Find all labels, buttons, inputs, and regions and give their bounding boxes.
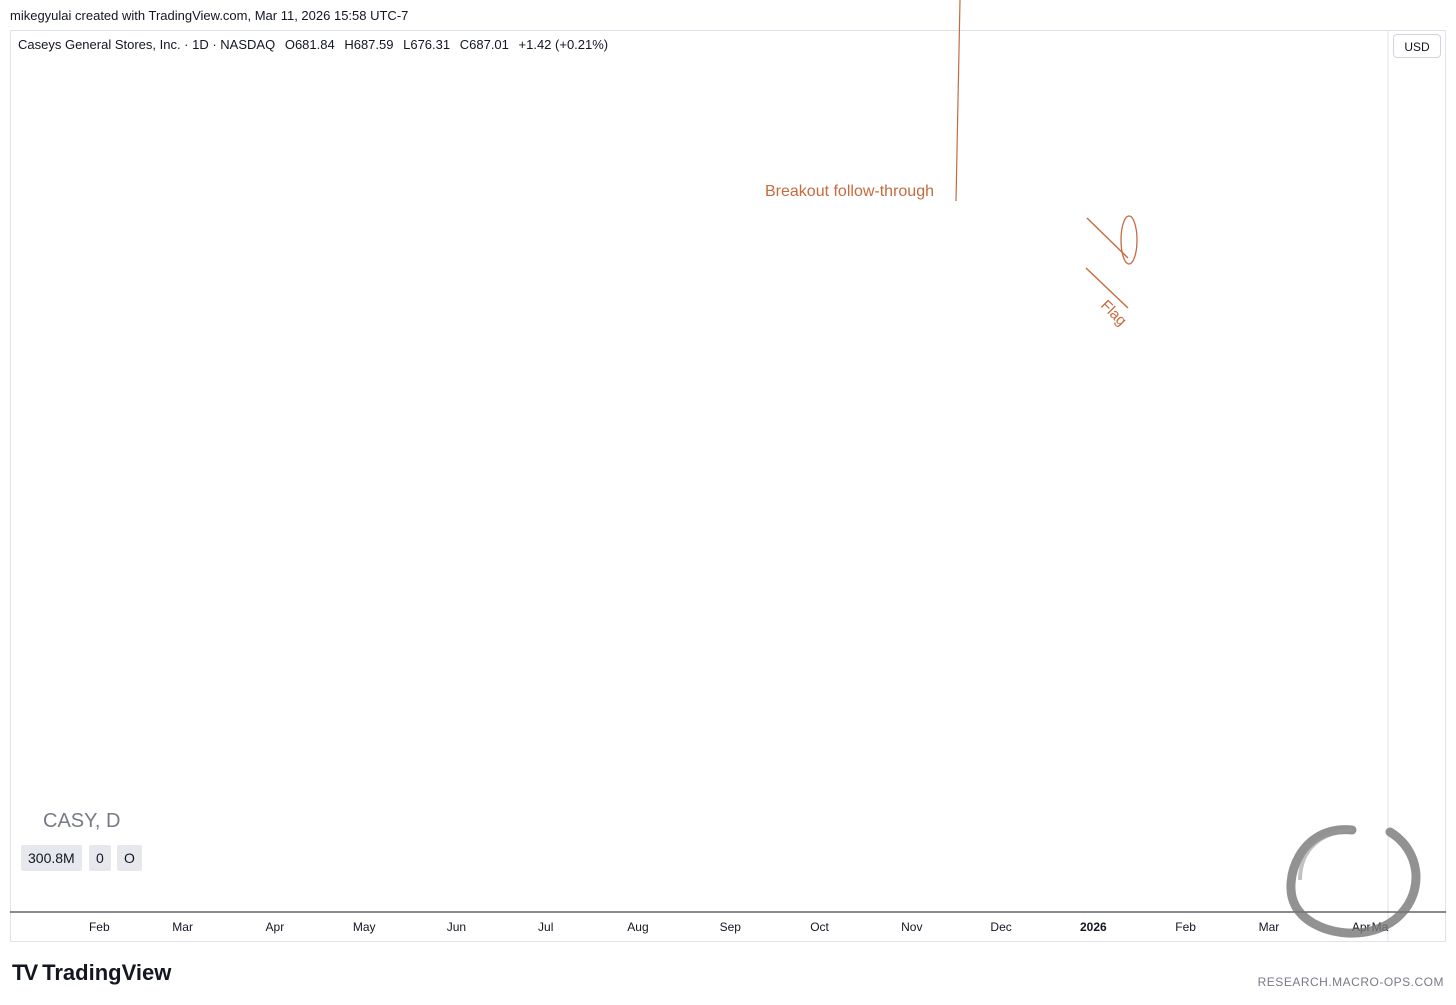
x-tick-label: Mar — [172, 920, 193, 934]
tradingview-logo[interactable]: TV TradingView — [12, 960, 171, 986]
source-url: RESEARCH.MACRO-OPS.COM — [1257, 975, 1444, 989]
low-value: L676.31 — [403, 37, 451, 52]
x-tick-label: Feb — [1175, 920, 1196, 934]
annotation-breakout: Breakout follow-through — [765, 183, 934, 200]
x-tick-label: Apr — [266, 920, 285, 934]
chart-frame — [10, 30, 1446, 942]
x-tick-label: 2026 — [1080, 920, 1107, 934]
x-tick-label: Jul — [538, 920, 553, 934]
flag-upper-line — [1086, 217, 1129, 259]
currency-button[interactable]: USD — [1393, 34, 1441, 58]
annotation-arrow — [955, 0, 961, 202]
symbol-watermark: CASY, D — [43, 810, 121, 832]
x-tick-label: Nov — [901, 920, 922, 934]
symbol-legend[interactable]: Caseys General Stores, Inc. · 1D · NASDA… — [18, 37, 614, 52]
symbol-name: Caseys General Stores, Inc. · 1D · NASDA… — [18, 37, 276, 52]
open-value: O681.84 — [284, 37, 335, 52]
close-value: C687.01 — [459, 37, 509, 52]
enso-watermark — [1286, 825, 1421, 938]
enso-inner-stroke — [1298, 828, 1353, 881]
flag-lower-line — [1085, 267, 1129, 309]
indicator-box-2: 0 — [89, 845, 111, 871]
x-tick-label: Oct — [810, 920, 829, 934]
volume-value-box: 300.8M — [21, 845, 82, 871]
annotation-flag: Flag — [1097, 297, 1130, 330]
x-tick-label: Sep — [720, 920, 742, 934]
x-tick-label: Jun — [447, 920, 466, 934]
x-tick-label: May — [353, 920, 376, 934]
x-tick-label: Aug — [627, 920, 648, 934]
breakout-candle-highlight — [1120, 215, 1138, 265]
tradingview-mark-icon: TV — [12, 960, 38, 985]
change-value: +1.42 (+0.21%) — [518, 37, 609, 52]
high-value: H687.59 — [344, 37, 394, 52]
enso-stroke — [1286, 825, 1421, 938]
x-tick-label: Dec — [990, 920, 1011, 934]
chart-caption: mikegyulai created with TradingView.com,… — [10, 8, 409, 23]
x-tick-label: Mar — [1259, 920, 1280, 934]
x-tick-label: Feb — [89, 920, 110, 934]
brand-name: TradingView — [42, 960, 172, 985]
indicator-box-3: O — [117, 845, 142, 871]
